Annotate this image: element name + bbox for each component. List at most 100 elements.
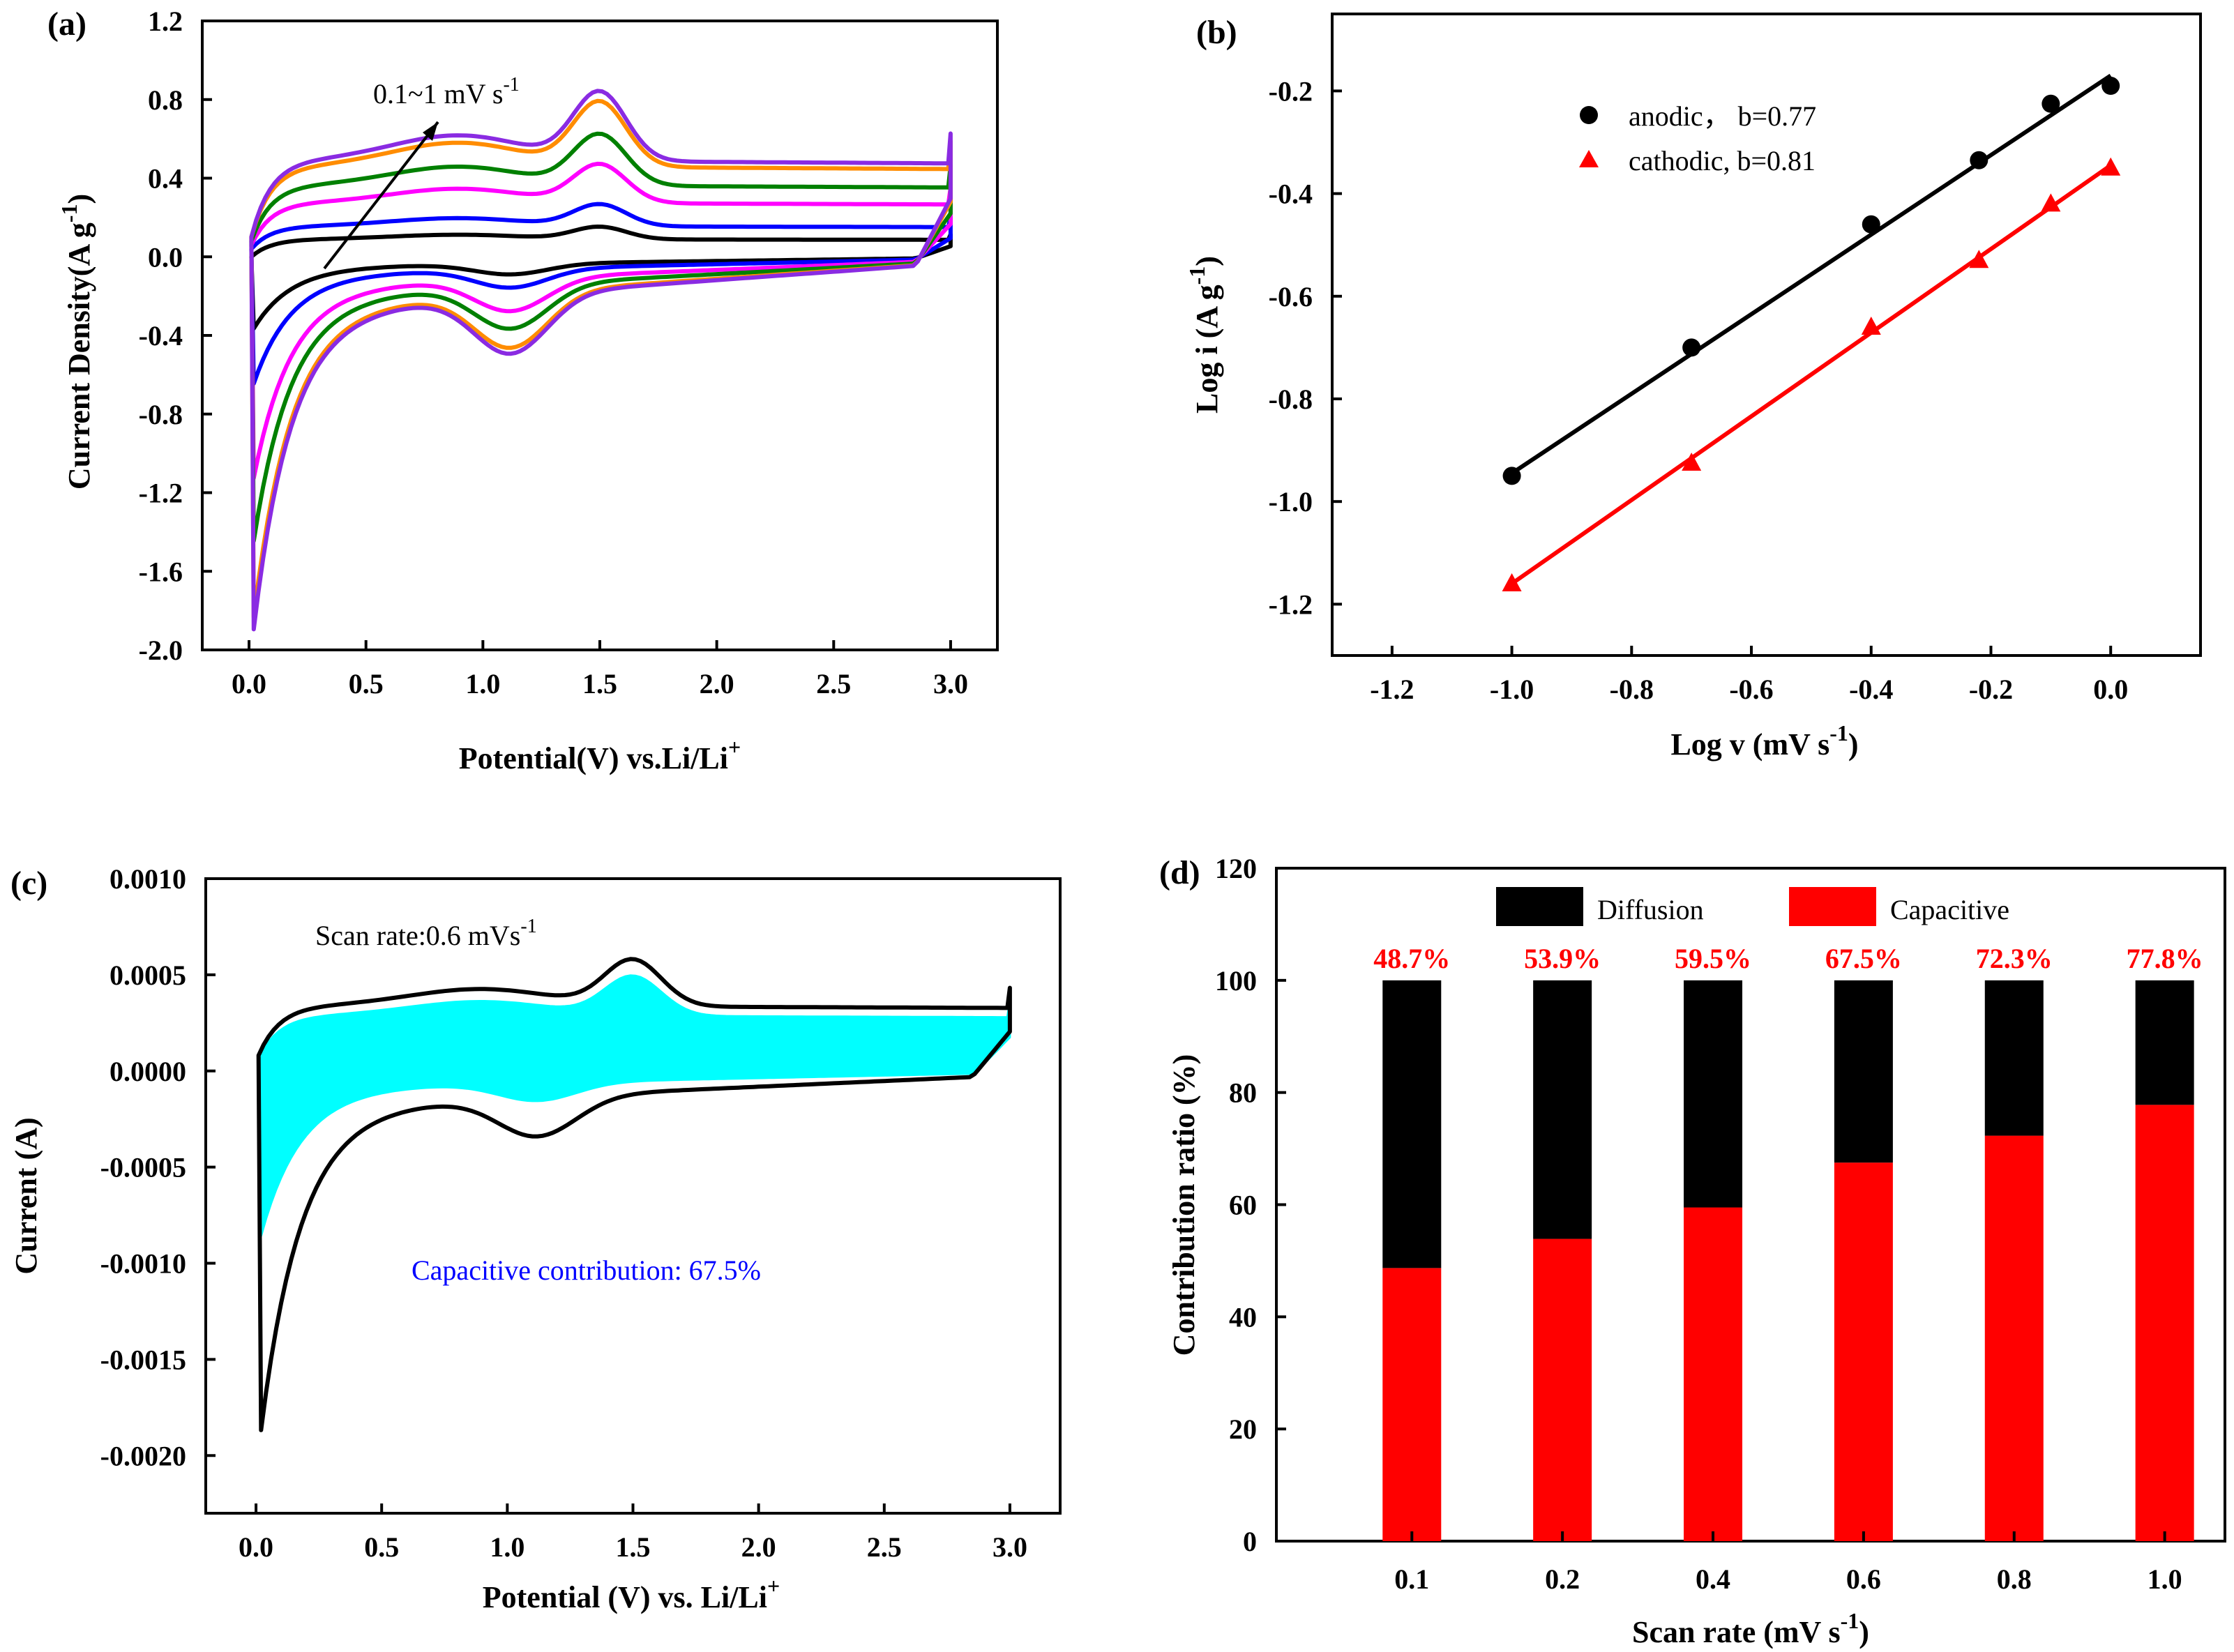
- y-tick-label: 40: [1229, 1301, 1257, 1333]
- panel-a: (a) 0.0 0.5 1.0 1.5 2.0 2.5 3.0 -2.0 -1.6 -1.2 -0.…: [47, 6, 999, 775]
- y-axis-label-b: Log i (A g-1): [1184, 256, 1224, 414]
- x-tick-label: -0.8: [1610, 674, 1654, 705]
- capacitive-area: [257, 974, 1011, 1237]
- y-tick-label: -0.4: [1269, 179, 1313, 210]
- y-axis-label-a: Current Density(A g-1): [56, 194, 96, 490]
- y-tick-label: -0.0015: [100, 1344, 186, 1375]
- panel-b: (b) -1.2 -1.0 -0.8 -0.6 -0.4 -0.2 0.0 -1.2 -1.0 -…: [1184, 13, 2202, 761]
- y-tick-label: -2.0: [139, 635, 183, 666]
- cathodic-point: [1861, 316, 1881, 335]
- panel-label-c: (c): [10, 865, 47, 902]
- y-tick-label: -0.0005: [100, 1152, 186, 1183]
- bar-capacitive: [1684, 1207, 1743, 1541]
- y-tick-label: 0: [1243, 1526, 1257, 1557]
- y-tick-label: -0.8: [1269, 384, 1313, 415]
- panel-c: (c) 0.0 0.5 1.0 1.5 2.0 2.5 3.0 -0.0020 -0.0015 -…: [9, 863, 1062, 1614]
- x-tick-label: 1.0: [490, 1531, 524, 1563]
- x-axis-label-b: Log v (mV s-1): [1670, 720, 1858, 761]
- panel-label-b: (b): [1196, 14, 1237, 51]
- x-tick-label: -1.0: [1490, 674, 1534, 705]
- bar-diffusion: [1382, 980, 1442, 1268]
- x-tick-label: 2.5: [816, 668, 851, 699]
- y-tick-label: -0.6: [1269, 281, 1313, 312]
- legend-label-diffusion: Diffusion: [1597, 894, 1704, 925]
- y-tick-label: -1.6: [139, 556, 183, 587]
- x-tick-label: 0.5: [364, 1531, 399, 1563]
- anodic-point: [2041, 94, 2060, 113]
- panel-d: (d) 0 20 40 60 80 100 120 0.1 48.7% 0.2 53.9% 0.4 5…: [1159, 853, 2226, 1649]
- y-tick-label: 20: [1229, 1414, 1257, 1445]
- capacitive-contribution-text: Capacitive contribution: 67.5%: [412, 1255, 761, 1286]
- panel-label-a: (a): [47, 6, 86, 43]
- data-label: 67.5%: [1825, 943, 1902, 974]
- x-tick-label: 0.8: [1997, 1563, 2032, 1595]
- y-tick-label: -0.8: [139, 399, 183, 430]
- scan-rate-arrow: [323, 121, 439, 270]
- x-tick-label: -0.2: [1969, 674, 2013, 705]
- data-label: 59.5%: [1675, 943, 1751, 974]
- bar-diffusion: [1834, 980, 1893, 1163]
- y-tick-label: 0.0005: [110, 960, 186, 991]
- y-tick-label: -1.2: [1269, 589, 1313, 620]
- plot-area-c: [204, 877, 1062, 1515]
- legend-b: anodic， b=0.77 cathodic, b=0.81: [1579, 100, 1816, 176]
- y-axis-label-c: Current (A): [9, 1117, 43, 1274]
- y-tick-label: 0.0000: [110, 1056, 186, 1087]
- anodic-point: [1682, 338, 1701, 357]
- y-tick-label: 0.0010: [110, 863, 186, 895]
- bar-diffusion: [1684, 980, 1743, 1208]
- anodic-point: [2101, 77, 2120, 96]
- scan-rate-text: Scan rate:0.6 mVs-1: [315, 916, 537, 951]
- fit-line-anodic: [1510, 73, 2112, 476]
- legend-marker-anodic: [1580, 106, 1598, 124]
- fit-line-cathodic: [1510, 163, 2112, 586]
- y-tick-label: 0.8: [148, 84, 183, 116]
- bar-diffusion: [2135, 980, 2194, 1105]
- y-tick-label: -1.0: [1269, 486, 1313, 517]
- anodic-point: [1502, 467, 1521, 485]
- cathodic-point: [2041, 193, 2061, 212]
- data-label: 53.9%: [1524, 943, 1601, 974]
- bar-diffusion: [1533, 980, 1592, 1239]
- x-tick-label: -0.6: [1729, 674, 1773, 705]
- x-tick-label: 2.0: [741, 1531, 776, 1563]
- x-tick-label: 0.4: [1696, 1563, 1730, 1595]
- x-tick-label: 3.0: [993, 1531, 1027, 1563]
- y-axis-label-d: Contribution ratio (%): [1167, 1054, 1201, 1356]
- legend-d: Diffusion Capacitive: [1496, 887, 2009, 926]
- x-tick-label: 1.5: [616, 1531, 651, 1563]
- x-tick-label: 0.6: [1846, 1563, 1881, 1595]
- y-tick-label: -0.0020: [100, 1440, 186, 1471]
- x-tick-label: -1.2: [1370, 674, 1414, 705]
- x-tick-label: 1.0: [465, 668, 500, 699]
- plot-area-b: [1331, 13, 2202, 657]
- cv-curve-0-2-mV-s: [249, 202, 953, 386]
- cathodic-point: [1682, 453, 1702, 471]
- legend-swatch-capacitive: [1789, 887, 1876, 926]
- x-tick-label: 0.5: [349, 668, 384, 699]
- x-tick-label: -0.4: [1849, 674, 1893, 705]
- x-tick-label: 0.0: [2093, 674, 2128, 705]
- y-tick-label: 1.2: [148, 6, 183, 37]
- data-label: 72.3%: [1976, 943, 2053, 974]
- x-tick-label: 0.0: [232, 668, 266, 699]
- y-tick-label: -1.2: [139, 478, 183, 509]
- y-tick-label: -0.4: [139, 320, 183, 351]
- cathodic-point: [1502, 573, 1522, 591]
- total-cv-curve: [256, 957, 1012, 1432]
- bar-diffusion: [1984, 980, 2044, 1136]
- cathodic-point: [1969, 250, 1989, 268]
- x-tick-label: 1.0: [2148, 1563, 2182, 1595]
- x-tick-label: 0.0: [239, 1531, 273, 1563]
- x-axis-label-d: Scan rate (mV s-1): [1632, 1608, 1869, 1649]
- x-tick-label: 0.2: [1545, 1563, 1580, 1595]
- legend-label-anodic: anodic， b=0.77: [1629, 100, 1816, 132]
- bar-capacitive: [1984, 1135, 2044, 1541]
- bar-capacitive: [1382, 1268, 1442, 1541]
- anodic-point: [1970, 151, 1988, 169]
- x-tick-label: 3.0: [933, 668, 968, 699]
- legend-label-cathodic: cathodic, b=0.81: [1629, 145, 1816, 176]
- y-tick-label: 80: [1229, 1077, 1257, 1109]
- panel-label-d: (d): [1159, 854, 1200, 891]
